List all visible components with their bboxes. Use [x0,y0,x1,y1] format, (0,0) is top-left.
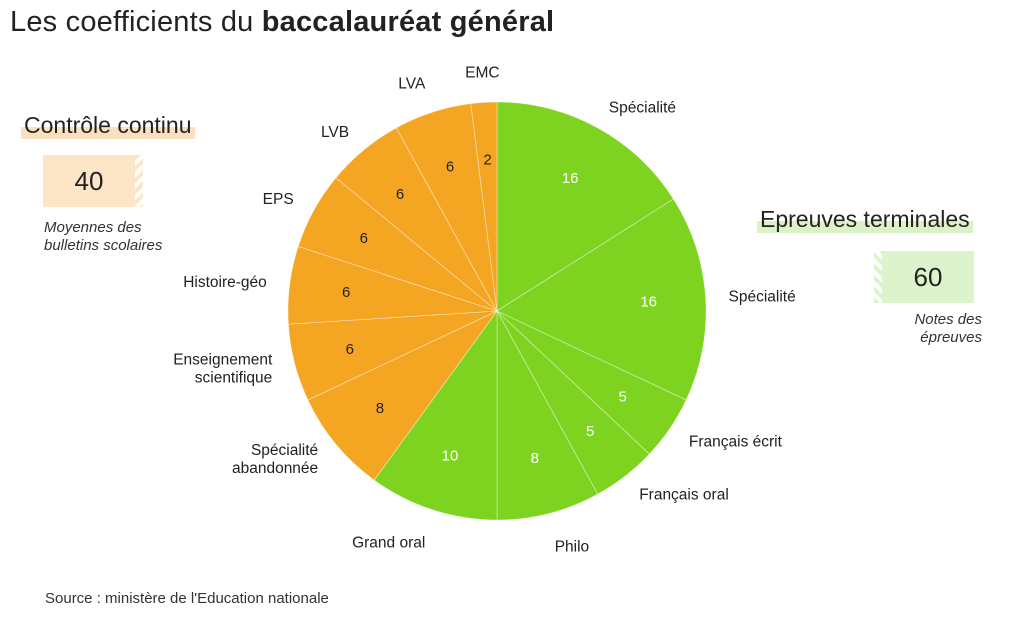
slice-category-label: Spécialité [609,100,676,117]
title-prefix: Les coefficients du [10,6,262,38]
slice-category-label: EPS [263,191,294,208]
epreuves-terminales-label: Epreuves terminales [757,206,973,233]
pie-slice [287,245,498,325]
chart-title: Les coefficients du baccalauréat général [10,6,554,39]
epreuves-terminales-note: Notes des épreuves [880,311,982,347]
pie-slice [395,103,498,312]
slice-value-label: 16 [640,294,657,311]
slice-value-label: 8 [531,450,539,467]
pie-slice [373,309,498,521]
slice-value-label: 8 [376,400,384,417]
slice-value-label: 6 [346,341,354,358]
controle-note-line-2: bulletins scolaires [44,237,163,254]
pie-slice [496,198,707,401]
slice-value-label: 2 [483,151,491,168]
epreuves-note-line-1: Notes des [914,311,982,328]
controle-continu-note: Moyennes des bulletins scolaires [44,219,162,255]
pie-slice [496,310,650,495]
controle-note-line-1: Moyennes des [44,219,142,236]
epreuves-terminales-total: 60 [874,251,974,303]
pie-slice [496,101,675,312]
slice-category-label: Philo [555,539,589,556]
title-emphasis: baccalauréat général [261,6,555,38]
pie-slice [496,310,687,455]
pie-slice [470,101,498,312]
slice-category-label: Grand oral [352,535,425,552]
pie-slice [287,310,498,401]
controle-continu-total: 40 [43,155,143,207]
slice-value-label: 6 [446,158,454,175]
controle-continu-label: Contrôle continu [21,112,195,139]
slice-category-label: EMC [465,65,499,82]
epreuves-note-line-2: épreuves [920,329,982,346]
slice-category-label: Français écrit [689,433,783,450]
slice-value-label: 6 [360,230,368,247]
slice-category-label: LVA [398,75,426,92]
slice-value-label: 16 [562,170,579,187]
slice-category-label: Histoire-géo [183,274,267,291]
pie-slice [496,310,599,521]
slice-category-label: Enseignement scientifique [173,352,273,387]
slice-value-label: 5 [586,423,594,440]
slice-value-label: 6 [342,284,350,301]
slice-value-label: 6 [396,186,404,203]
slice-value-label: 5 [619,388,627,405]
source-note: Source : ministère de l'Education nation… [45,590,329,607]
slice-value-label: 10 [442,448,459,465]
slice-category-label: LVB [321,124,349,141]
slice-category-label: Français oral [639,486,729,503]
slice-category-label: Spécialité abandonnée [232,442,318,477]
pie-slice [307,310,498,481]
pie-slice [335,127,498,312]
slice-category-label: Spécialité [729,288,796,305]
pie-slice [297,177,498,312]
